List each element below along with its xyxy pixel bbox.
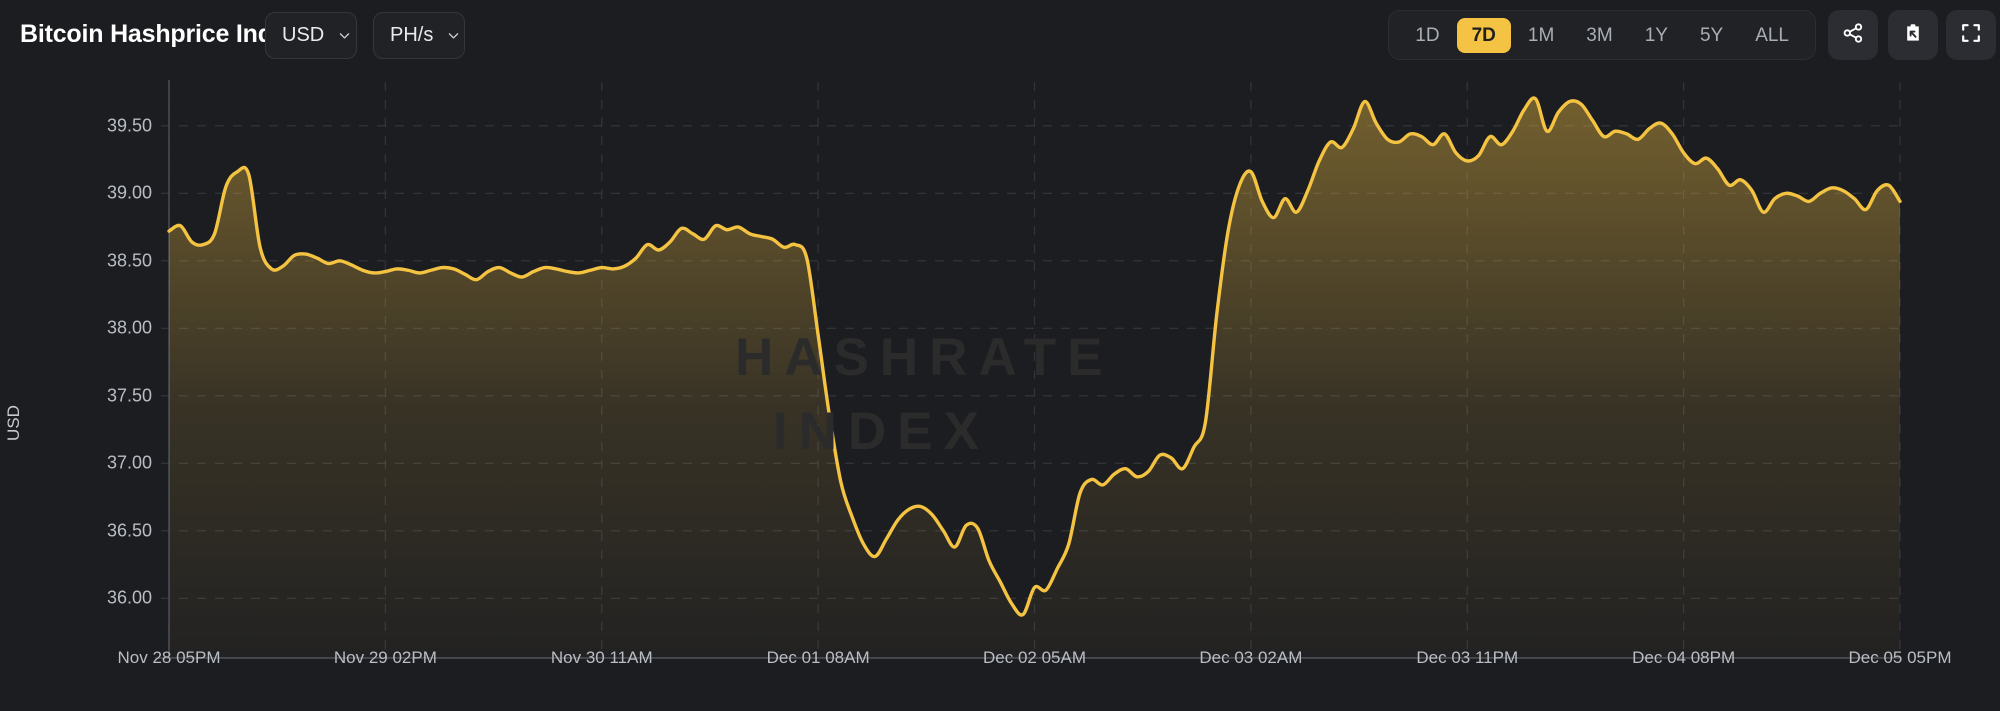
y-axis-tick-label: 36.00 [106, 587, 152, 608]
range-button-5y[interactable]: 5Y [1699, 24, 1724, 46]
time-range-selector: 1D 7D 1M 3M 1Y 5Y ALL [1388, 10, 1816, 60]
share-button[interactable] [1828, 10, 1878, 60]
y-axis-tick-label: 36.50 [106, 520, 152, 541]
x-axis-tick-label: Nov 30 11AM [550, 648, 653, 667]
chevron-down-icon [447, 29, 460, 42]
currency-selector[interactable]: USD [265, 12, 357, 59]
x-axis-tick-label: Dec 05 05PM [1848, 648, 1952, 667]
range-button-1m[interactable]: 1M [1527, 24, 1555, 46]
page-title: Bitcoin Hashprice Index [20, 20, 301, 48]
x-axis-tick-label: Dec 03 02AM [1199, 648, 1303, 667]
copy-icon [1901, 21, 1925, 50]
unit-selector-value: PH/s [390, 24, 434, 46]
x-axis-tick-label: Nov 29 02PM [333, 648, 437, 667]
fullscreen-button[interactable] [1946, 10, 1996, 60]
chart-area: USD 39.50 39.00 38.50 38.00 37.50 37.00 36.50 3… [0, 68, 2000, 711]
area-chart-plot [155, 80, 1902, 659]
x-axis-tick-label: Dec 03 11PM [1416, 648, 1519, 667]
unit-selector[interactable]: PH/s [373, 12, 465, 59]
chart-header: Bitcoin Hashprice Index USD PH/s 1D 7D 1… [0, 0, 2000, 68]
x-axis-tick-label: Dec 01 08AM [766, 648, 870, 667]
fullscreen-icon [1959, 21, 1983, 50]
copy-button[interactable] [1888, 10, 1938, 60]
x-axis-tick-label: Dec 02 05AM [983, 648, 1086, 667]
range-button-1y[interactable]: 1Y [1644, 24, 1668, 46]
currency-selector-value: USD [282, 24, 325, 46]
x-axis-ticks: Nov 28 05PM Nov 29 02PM Nov 30 11AM Dec 01 … [0, 68, 2000, 711]
y-axis-tick-label: 39.50 [106, 115, 152, 136]
range-button-3m[interactable]: 3M [1586, 24, 1613, 46]
share-icon [1841, 21, 1865, 50]
y-axis-tick-label: 38.50 [106, 250, 152, 271]
y-axis-tick-label: 37.50 [106, 385, 152, 406]
y-axis-ticks: 39.50 39.00 38.50 38.00 37.50 37.00 36.50 36.00 [0, 68, 152, 711]
range-button-all[interactable]: ALL [1755, 24, 1789, 46]
x-axis-tick-label: Nov 28 05PM [117, 648, 221, 667]
y-axis-tick-label: 39.00 [106, 182, 152, 203]
y-axis-tick-label: 37.00 [106, 452, 152, 473]
y-axis-tick-label: 38.00 [106, 317, 152, 338]
range-button-7d[interactable]: 7D [1456, 17, 1511, 53]
range-button-1d[interactable]: 1D [1415, 24, 1440, 46]
chevron-down-icon [338, 29, 351, 42]
x-axis-tick-label: Dec 04 08PM [1632, 648, 1736, 667]
